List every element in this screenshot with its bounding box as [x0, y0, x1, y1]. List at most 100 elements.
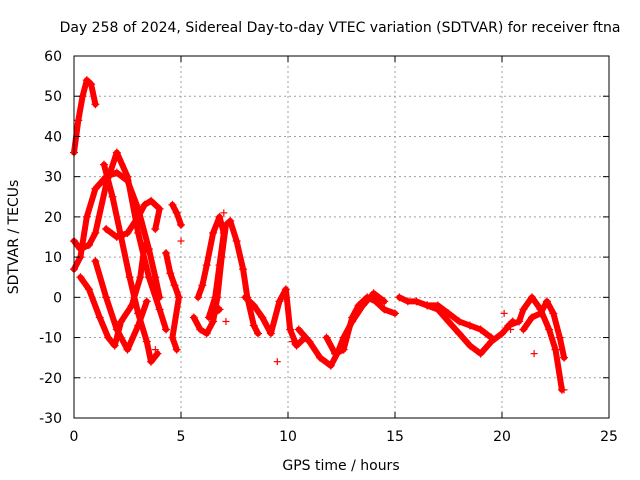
data-point — [215, 305, 224, 314]
x-tick-label: 10 — [279, 429, 297, 445]
data-point — [232, 237, 241, 246]
outlier-point — [222, 317, 230, 325]
data-point — [211, 293, 220, 302]
x-tick-label: 0 — [70, 429, 79, 445]
y-tick-label: -20 — [39, 371, 62, 387]
data-point — [545, 325, 554, 334]
data-point — [168, 200, 177, 209]
data-point — [112, 233, 121, 241]
data-point — [254, 329, 263, 338]
data-point — [151, 224, 160, 233]
series-arc-17 — [505, 294, 565, 393]
series-arc-15 — [396, 294, 495, 341]
data-point — [76, 245, 85, 254]
data-point — [339, 345, 348, 354]
data-point — [549, 309, 558, 318]
data-point — [162, 325, 171, 334]
data-point — [168, 333, 177, 342]
axis-ticks — [73, 55, 610, 419]
data-point — [140, 241, 149, 250]
data-point — [444, 309, 453, 318]
y-tick-label: 50 — [44, 89, 62, 105]
series-arc-6 — [101, 161, 161, 365]
data-point — [144, 273, 153, 282]
data-point — [172, 208, 181, 217]
data-point — [189, 313, 198, 322]
data-point — [104, 333, 113, 342]
data-point — [112, 148, 121, 157]
plot-frame — [73, 55, 610, 419]
data-point — [348, 313, 357, 322]
data-point — [99, 160, 108, 169]
series-arc-8 — [163, 250, 182, 353]
data-point — [140, 200, 149, 209]
data-point — [136, 273, 145, 282]
data-point — [455, 329, 464, 338]
data-point — [403, 297, 412, 306]
data-point — [123, 345, 132, 354]
data-point — [209, 317, 218, 326]
y-tick-label: 30 — [44, 170, 62, 186]
data-point — [316, 353, 325, 362]
data-point — [91, 257, 100, 266]
data-point — [202, 329, 211, 338]
data-point — [363, 293, 372, 302]
data-point — [84, 241, 93, 250]
data-point — [102, 224, 111, 233]
data-point — [527, 313, 536, 322]
data-point — [147, 357, 156, 366]
data-point — [204, 313, 213, 322]
data-point — [196, 325, 205, 334]
data-point — [155, 204, 164, 213]
data-point — [519, 305, 528, 314]
data-point — [198, 281, 207, 290]
data-point — [560, 353, 569, 362]
data-point — [87, 80, 96, 89]
data-point — [551, 345, 560, 354]
data-point — [275, 297, 284, 306]
data-point — [172, 345, 181, 354]
series-arc-11 — [195, 213, 227, 321]
y-tick-label: 20 — [44, 210, 62, 226]
data-point — [395, 293, 404, 302]
data-point — [95, 313, 104, 322]
data-point — [91, 184, 100, 193]
data-point — [249, 301, 258, 310]
data-point — [142, 297, 151, 306]
data-point — [155, 305, 164, 314]
data-point — [369, 289, 378, 298]
data-point — [292, 341, 301, 350]
data-point — [162, 249, 171, 258]
data-point — [209, 228, 218, 237]
data-point — [147, 196, 156, 205]
data-point — [112, 325, 121, 334]
x-tick-label: 25 — [600, 429, 618, 445]
data-point — [91, 100, 100, 109]
y-axis-label: SDTVAR / TECUs — [6, 180, 22, 295]
data-point — [498, 329, 506, 338]
data-point — [153, 349, 162, 358]
data-point — [134, 228, 143, 237]
data-traces — [70, 76, 569, 394]
data-point — [82, 212, 91, 221]
data-point — [258, 313, 267, 322]
data-point — [476, 349, 485, 358]
data-point — [102, 293, 111, 302]
data-point — [177, 220, 185, 229]
data-point — [380, 297, 389, 306]
data-point — [249, 321, 258, 330]
data-point — [281, 285, 290, 294]
data-point — [108, 192, 117, 201]
data-point — [326, 361, 335, 370]
data-point — [174, 293, 183, 302]
data-point — [84, 285, 93, 294]
data-point — [82, 76, 91, 85]
data-point — [331, 349, 340, 358]
y-tick-label: 40 — [44, 129, 62, 145]
data-point — [286, 325, 295, 334]
outlier-point — [288, 338, 296, 346]
data-point — [380, 305, 389, 314]
x-tick-label: 20 — [493, 429, 511, 445]
data-point — [433, 305, 442, 314]
data-point — [112, 168, 121, 177]
